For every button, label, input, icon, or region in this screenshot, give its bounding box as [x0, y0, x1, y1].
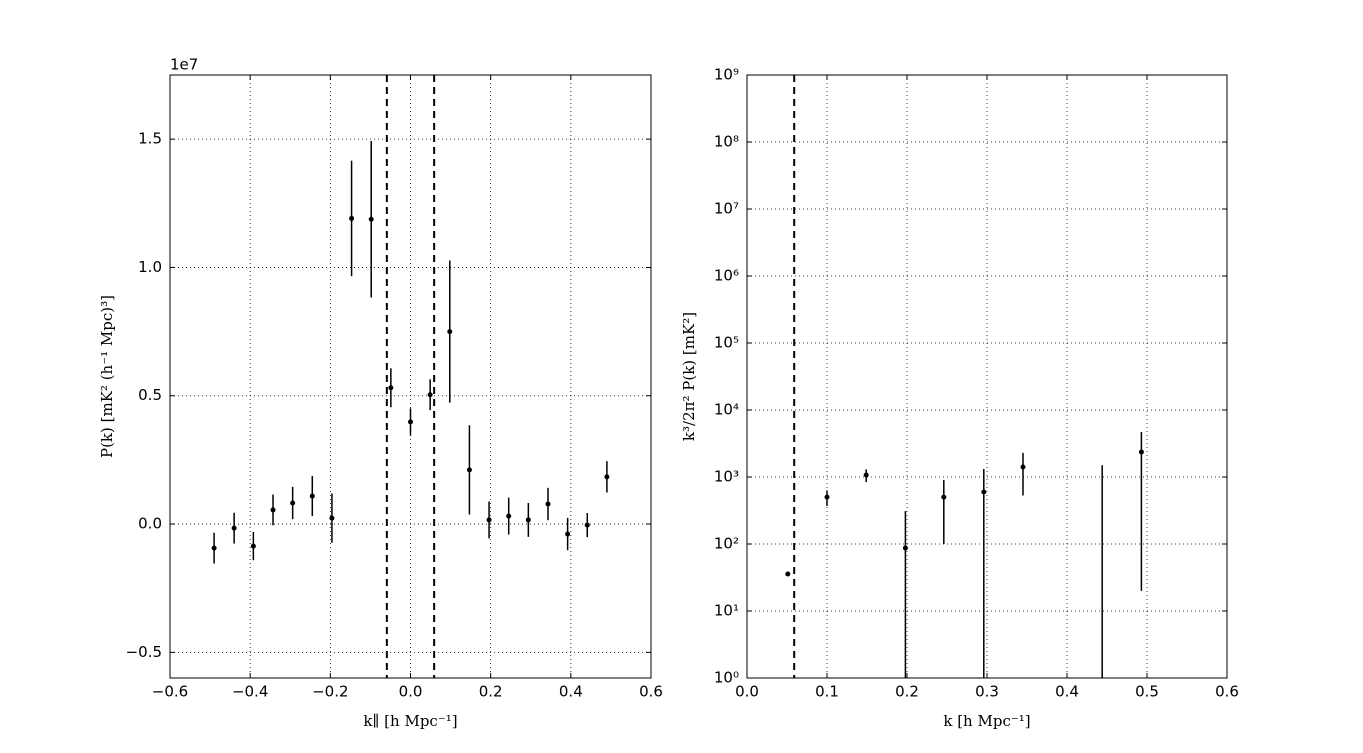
data-point	[941, 494, 947, 500]
x-tick-label: 0.1	[815, 683, 839, 701]
x-tick-label: 0.0	[735, 683, 759, 701]
y-tick-label: 10⁴	[714, 401, 739, 419]
data-point	[525, 517, 531, 523]
data-point	[565, 531, 571, 537]
x-axis-label: k [h Mpc⁻¹]	[943, 712, 1030, 730]
x-tick-label: 0.2	[479, 683, 503, 701]
data-point	[486, 517, 492, 523]
y-tick-label: 10²	[714, 535, 739, 553]
y-tick-label: 10⁸	[714, 133, 739, 151]
axes-frame	[746, 74, 1228, 679]
y-tick-label: 10⁶	[714, 267, 739, 285]
data-point	[902, 545, 908, 551]
data-point	[250, 543, 256, 549]
x-tick-label: 0.5	[1135, 683, 1159, 701]
data-point	[545, 501, 551, 507]
x-tick-label: 0.6	[639, 683, 663, 701]
y-axis-label: P(k) [mK² (h⁻¹ Mpc)³]	[98, 295, 116, 458]
data-point	[368, 216, 374, 222]
x-tick-label: 0.4	[1055, 683, 1079, 701]
y-tick-label: 10⁰	[714, 669, 739, 687]
y-tick-label: 10⁷	[714, 200, 739, 218]
x-tick-label: −0.2	[312, 683, 348, 701]
data-point	[408, 419, 413, 425]
data-point	[1138, 449, 1144, 455]
data-point	[1020, 464, 1026, 470]
y-tick-label: 10³	[714, 468, 739, 486]
x-tick-label: 0.2	[895, 683, 919, 701]
y-tick-label: 10¹	[714, 602, 739, 620]
data-point	[388, 385, 394, 391]
data-point	[211, 545, 217, 551]
y-tick-label: −0.5	[126, 643, 162, 661]
x-tick-label: 0.3	[975, 683, 999, 701]
x-tick-label: 0.0	[399, 683, 423, 701]
data-point	[231, 525, 237, 531]
data-point	[447, 329, 453, 335]
data-point	[824, 494, 830, 500]
y-tick-label: 1.0	[138, 258, 162, 276]
data-point	[329, 515, 335, 521]
axes-frame	[169, 74, 652, 679]
data-point	[309, 493, 315, 499]
x-tick-label: −0.4	[232, 683, 268, 701]
data-point	[981, 489, 987, 495]
data-point	[466, 467, 472, 473]
data-point	[604, 474, 610, 480]
y-tick-label: 0.0	[138, 515, 162, 533]
axis-offset-label: 1e7	[170, 56, 198, 74]
data-point	[427, 392, 433, 398]
data-point	[863, 472, 869, 478]
data-point	[785, 571, 791, 577]
y-tick-label: 10⁵	[714, 334, 739, 352]
x-axis-label: k∥ [h Mpc⁻¹]	[363, 712, 457, 730]
data-point	[506, 513, 512, 519]
x-tick-label: 0.4	[559, 683, 583, 701]
x-tick-label: −0.6	[152, 683, 188, 701]
y-tick-label: 1.5	[138, 130, 162, 148]
y-tick-label: 10⁹	[714, 66, 739, 84]
x-tick-label: 0.6	[1215, 683, 1239, 701]
data-point	[290, 500, 296, 506]
y-tick-label: 0.5	[138, 386, 162, 404]
data-point	[584, 522, 590, 528]
data-point	[270, 507, 276, 513]
data-point	[349, 215, 355, 221]
y-axis-label: k³/2π² P(k) [mK²]	[680, 312, 698, 441]
